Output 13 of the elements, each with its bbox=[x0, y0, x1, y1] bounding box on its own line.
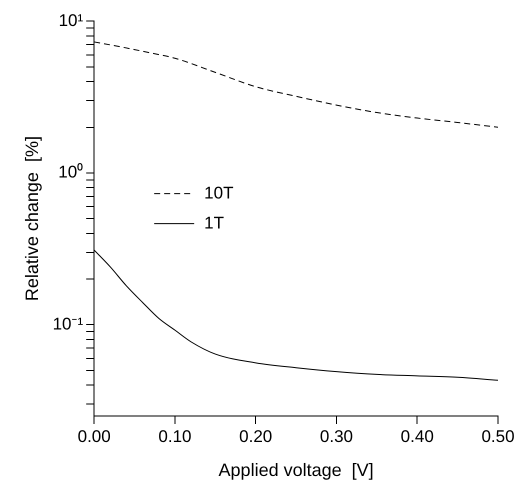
x-tick-label: 0.40 bbox=[400, 426, 434, 446]
x-tick-label: 0.30 bbox=[320, 426, 354, 446]
x-tick-label: 0.10 bbox=[158, 426, 192, 446]
y-tick-label: 10⁻¹ bbox=[52, 314, 84, 334]
legend-label: 1T bbox=[204, 213, 224, 232]
x-axis-title: Applied voltage [V] bbox=[218, 460, 374, 480]
legend-label: 10T bbox=[204, 183, 234, 202]
x-tick-label: 0.20 bbox=[239, 426, 272, 446]
x-tick-label: 0.00 bbox=[78, 426, 111, 446]
x-tick-label: 0.50 bbox=[481, 426, 515, 446]
y-tick-label: 10⁰ bbox=[58, 162, 84, 182]
y-tick-label: 10¹ bbox=[58, 10, 84, 30]
y-axis-title: Relative change [%] bbox=[22, 136, 42, 302]
